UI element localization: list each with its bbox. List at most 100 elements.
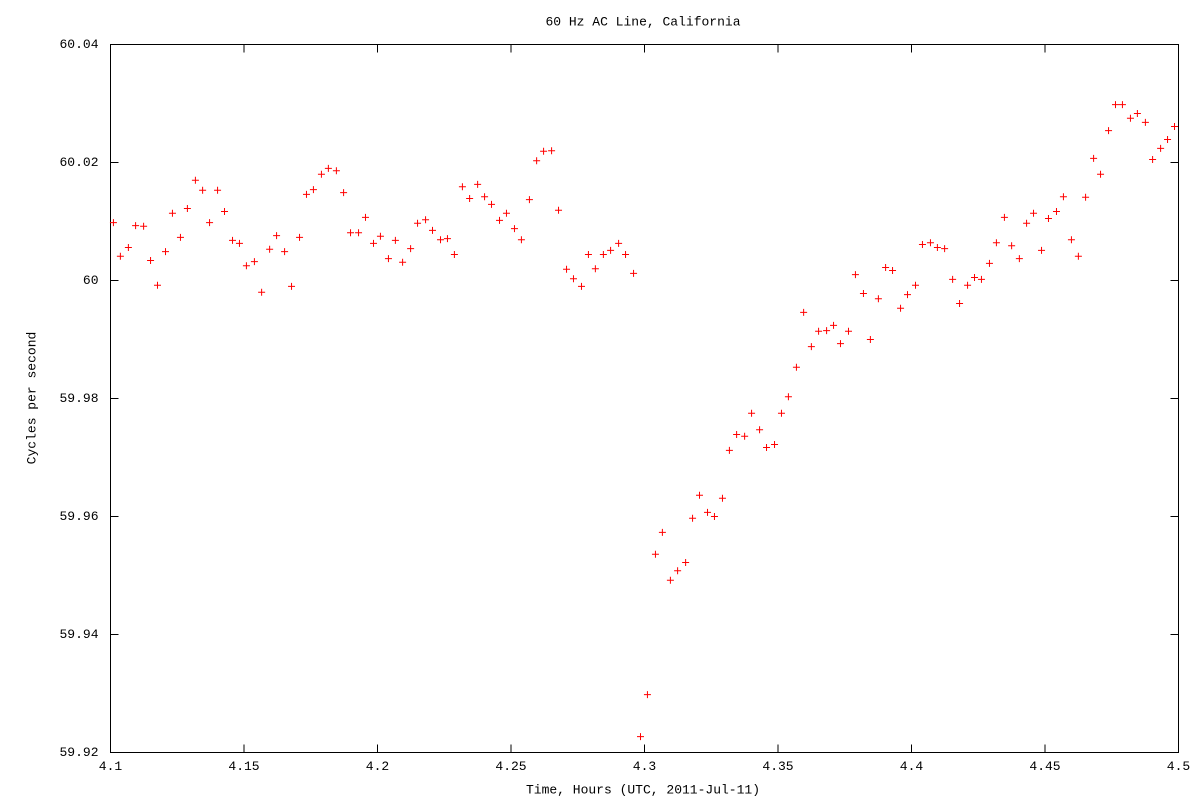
point [214,186,222,194]
x-tick-label: 4.25 [495,759,526,774]
point [718,494,726,502]
point [1038,246,1046,254]
point [658,528,666,536]
point [941,245,949,253]
point [384,255,392,263]
point [1059,193,1067,201]
point [176,233,184,241]
point [823,327,831,335]
point [206,219,214,227]
y-tick-label: 60.04 [59,37,98,52]
point [956,300,964,308]
point [682,559,690,567]
point [1097,170,1105,178]
point [630,269,638,277]
point [533,157,541,165]
point [771,441,779,449]
point [273,232,281,240]
point [903,291,911,299]
point [784,393,792,401]
point [777,409,785,417]
point [674,567,682,575]
x-tick-label: 4.1 [99,759,123,774]
point [140,222,148,230]
point [636,733,644,741]
point [258,288,266,296]
point [792,363,800,371]
point [800,308,808,316]
point [317,170,325,178]
point [591,265,599,273]
point [815,327,823,335]
point [496,216,504,224]
point [1157,144,1165,152]
point [1149,156,1157,164]
point [763,443,771,451]
point [376,232,384,240]
point [481,193,489,201]
point [288,282,296,290]
point [235,239,243,247]
point [933,243,941,251]
point [437,236,445,244]
point [651,550,659,558]
point [1067,236,1075,244]
point [332,167,340,175]
point [733,430,741,438]
point [242,262,250,270]
x-tick-label: 4.2 [366,759,389,774]
point [250,258,258,266]
point [577,282,585,290]
point [162,248,170,256]
point [116,252,124,260]
point [704,508,712,516]
points [109,101,1178,741]
point [525,196,533,204]
point [191,176,199,184]
x-tick-label: 4.35 [762,759,793,774]
point [488,200,496,208]
point [109,219,117,227]
point [1000,213,1008,221]
point [563,265,571,273]
y-tick-label: 60.02 [59,155,98,170]
point [168,209,176,217]
point [1044,215,1052,223]
point [1170,123,1178,131]
point [429,226,437,234]
point [851,271,859,279]
point [1030,209,1038,217]
point [622,251,630,259]
point [643,691,651,699]
y-tick-label: 59.92 [59,745,98,760]
x-axis-label: Time, Hours (UTC, 2011-Jul-11) [526,782,760,797]
point [859,289,867,297]
x-tick-label: 4.5 [1167,759,1190,774]
chart-title: 60 Hz AC Line, California [545,14,740,29]
point [807,343,815,351]
point [340,189,348,197]
point [1008,242,1016,250]
point [132,222,140,230]
y-axis-label: Cycles per second [24,332,39,465]
point [399,258,407,266]
point [281,248,289,256]
point [696,491,704,499]
point [897,304,905,312]
point [450,251,458,259]
y-tick-label: 59.96 [59,509,98,524]
point [866,336,874,343]
point [548,147,556,155]
point [458,183,466,191]
point [555,206,563,214]
x-tick-label: 4.45 [1029,759,1060,774]
point [1015,255,1023,263]
point [221,207,229,215]
point [361,213,369,221]
point [324,164,332,172]
point [1082,193,1090,201]
point [422,216,430,224]
point [1023,219,1031,227]
point [918,241,926,249]
point [949,275,957,283]
